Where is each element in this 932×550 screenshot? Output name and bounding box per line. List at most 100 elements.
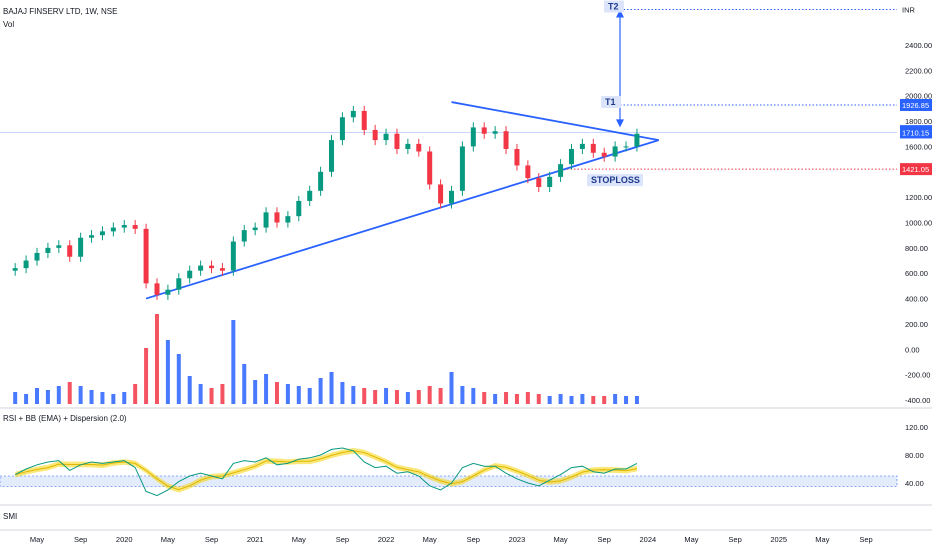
candle-body <box>438 184 444 204</box>
candle-body <box>23 260 29 269</box>
x-tick-label: 2022 <box>378 535 395 544</box>
candle-body <box>241 230 247 242</box>
x-tick-label: May <box>161 535 175 544</box>
volume-bar <box>209 388 214 404</box>
volume-bar <box>111 394 116 404</box>
price-tick-label: -200.00 <box>905 371 930 380</box>
volume-bar <box>144 348 149 404</box>
volume-bar <box>154 314 159 404</box>
target-arrow-head-down <box>616 119 624 128</box>
candle-body <box>470 127 476 147</box>
volume-bar <box>176 354 181 404</box>
candle-body <box>503 131 509 149</box>
candle-body <box>318 171 324 191</box>
volume-bar <box>264 374 269 404</box>
price-axis-tag-label: 1926.85 <box>902 101 929 110</box>
candle-body <box>34 252 40 261</box>
x-tick-label: Sep <box>467 535 480 544</box>
volume-bar <box>525 392 530 404</box>
volume-bar <box>285 384 290 404</box>
candle-body <box>350 110 356 118</box>
volume-bar <box>242 364 247 404</box>
candle-body <box>78 237 84 257</box>
annotation-bg <box>601 95 621 108</box>
volume-bar <box>449 372 454 404</box>
price-tick-label: 1200.00 <box>905 193 932 202</box>
target-arrow-head-up <box>616 9 624 18</box>
volume-bar <box>307 388 312 404</box>
volume-bar <box>24 394 29 404</box>
candle-body <box>383 133 389 141</box>
candle-body <box>187 270 193 279</box>
volume-bar <box>78 386 83 404</box>
price-axis-tag <box>900 98 932 111</box>
price-tick-label: 1600.00 <box>905 142 932 151</box>
annotation-t1: T1 <box>605 97 616 107</box>
price-tick-label: 1800.00 <box>905 117 932 126</box>
volume-bar <box>602 396 607 404</box>
volume-bar <box>351 386 356 404</box>
volume-bar <box>405 392 410 404</box>
candle-body <box>634 133 640 147</box>
candle-body <box>339 117 345 141</box>
candle-body <box>285 216 291 223</box>
price-tick-label: 0.00 <box>905 345 920 354</box>
price-axis-tag <box>900 3 932 16</box>
price-axis-tag <box>900 163 932 176</box>
candle-body <box>132 225 138 229</box>
price-axis-tag <box>900 126 932 139</box>
candle-body <box>176 278 182 290</box>
candle-body <box>394 133 400 149</box>
candle-body <box>12 268 18 271</box>
volume-bar <box>493 394 498 404</box>
price-tick-label: 600.00 <box>905 269 928 278</box>
price-tick-label: 1000.00 <box>905 219 932 228</box>
candle-body <box>252 227 258 231</box>
candle-body <box>449 190 454 204</box>
candle-body <box>219 268 225 271</box>
price-tick-label: 200.00 <box>905 320 928 329</box>
price-tick-label: 2000.00 <box>905 92 932 101</box>
volume-bar <box>514 394 519 404</box>
volume-bar <box>634 396 639 404</box>
volume-bar <box>558 394 563 404</box>
x-tick-label: Sep <box>859 535 872 544</box>
candle-body <box>198 265 204 271</box>
x-tick-label: Sep <box>728 535 741 544</box>
candle-body <box>274 212 280 223</box>
volume-bar <box>89 390 94 404</box>
price-axis-tag-label: INR <box>902 6 916 15</box>
volume-bar <box>536 394 541 404</box>
candle-body <box>329 140 335 172</box>
volume-bar <box>384 388 389 404</box>
volume-bar <box>460 386 465 404</box>
volume-bar <box>438 388 443 404</box>
candle-body <box>110 227 116 232</box>
candle-body <box>612 146 618 157</box>
volume-bar <box>613 394 618 404</box>
volume-bar <box>274 382 279 404</box>
rsi-tick-label: 120.00 <box>905 423 928 432</box>
candle-body <box>209 265 215 269</box>
candle-body <box>416 143 422 152</box>
price-tick-label: 400.00 <box>905 295 928 304</box>
volume-label: Vol <box>3 20 15 29</box>
x-tick-label: 2025 <box>770 535 787 544</box>
rsi-tick-label: 40.00 <box>905 479 924 488</box>
trendline-lower <box>145 139 660 300</box>
volume-bar <box>45 390 50 404</box>
volume-bar <box>329 372 334 404</box>
x-tick-label: May <box>553 535 567 544</box>
x-tick-label: May <box>30 535 44 544</box>
volume-bar <box>340 382 345 404</box>
volume-bar <box>362 388 367 404</box>
volume-bar <box>624 396 629 404</box>
volume-bar <box>165 340 170 404</box>
annotation-bg <box>587 174 643 187</box>
candle-body <box>263 212 269 228</box>
candle-body <box>525 165 531 179</box>
volume-bar <box>35 388 39 404</box>
candle-body <box>361 110 367 130</box>
volume-bar <box>133 384 138 404</box>
